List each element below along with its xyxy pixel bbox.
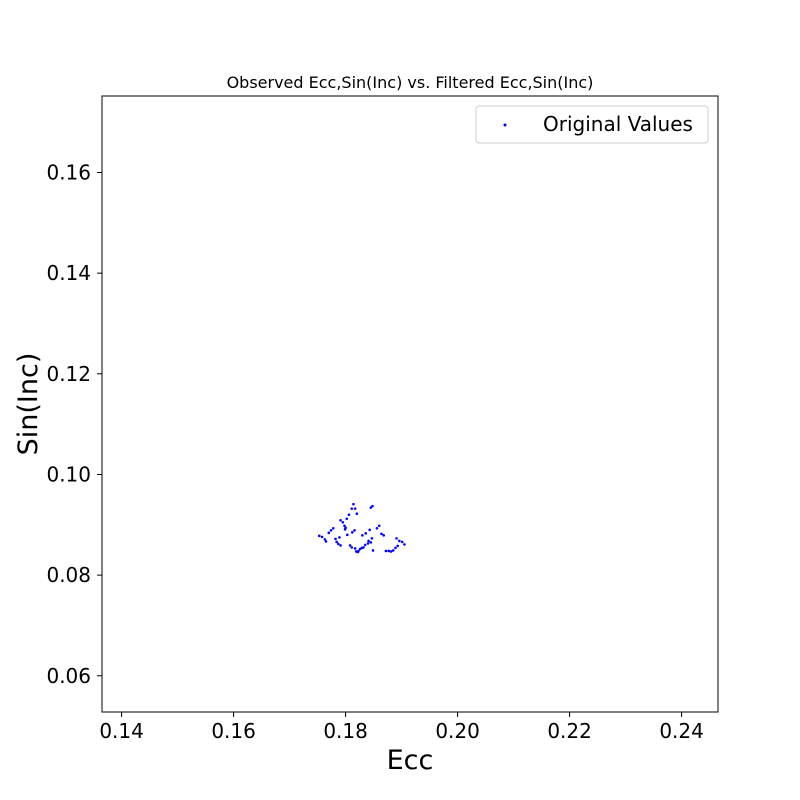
data-point xyxy=(380,532,383,536)
data-point xyxy=(355,512,359,516)
data-point xyxy=(350,546,354,549)
data-point xyxy=(370,537,374,540)
data-point xyxy=(347,513,351,517)
x-tick-label: 0.22 xyxy=(547,719,592,743)
data-point xyxy=(361,534,364,537)
data-point xyxy=(320,535,324,539)
data-point xyxy=(357,549,360,553)
chart-title: Observed Ecc,Sin(Inc) vs. Filtered Ecc,S… xyxy=(227,73,594,92)
data-point xyxy=(368,528,371,532)
data-points xyxy=(317,502,406,554)
x-tick-label: 0.14 xyxy=(99,719,144,743)
data-point xyxy=(362,546,365,549)
data-point xyxy=(350,507,354,510)
x-tick-label: 0.20 xyxy=(435,719,480,743)
y-axis-label: Sin(Inc) xyxy=(13,353,44,456)
x-tick-label: 0.18 xyxy=(323,719,368,743)
legend: Original Values xyxy=(475,105,709,144)
data-point xyxy=(348,544,352,547)
data-point xyxy=(344,526,347,530)
data-point xyxy=(317,534,321,538)
data-point xyxy=(337,542,340,546)
legend-label: Original Values xyxy=(543,112,693,136)
data-point xyxy=(338,536,341,539)
data-point xyxy=(364,532,368,535)
legend-marker xyxy=(503,123,507,127)
x-tick-label: 0.24 xyxy=(659,719,704,743)
data-point xyxy=(371,504,374,508)
data-point xyxy=(394,546,397,550)
data-point xyxy=(387,549,391,553)
data-point xyxy=(377,524,381,528)
data-point xyxy=(353,547,357,550)
data-point xyxy=(339,518,342,522)
data-point xyxy=(353,507,357,510)
legend-box xyxy=(475,105,709,144)
data-point xyxy=(371,549,375,552)
x-axis-label: Ecc xyxy=(387,745,434,776)
data-point xyxy=(369,541,373,544)
data-point xyxy=(329,529,333,532)
data-point xyxy=(367,539,370,543)
data-point xyxy=(400,540,404,544)
data-point xyxy=(396,544,399,548)
x-axis-ticks: 0.14 0.16 0.18 0.20 0.22 0.24 xyxy=(99,712,704,743)
data-point xyxy=(403,543,406,546)
data-point xyxy=(341,520,345,524)
data-point xyxy=(334,537,337,541)
y-tick-label: 0.06 xyxy=(46,664,91,688)
data-point xyxy=(324,540,328,543)
data-point xyxy=(384,549,388,553)
data-point xyxy=(398,539,401,543)
data-point xyxy=(327,531,331,535)
data-point xyxy=(345,533,349,537)
y-tick-label: 0.12 xyxy=(46,362,91,386)
plot-frame xyxy=(101,95,719,713)
data-point xyxy=(395,537,398,540)
y-tick-label: 0.14 xyxy=(46,261,91,285)
data-point xyxy=(345,517,349,521)
data-point xyxy=(331,527,335,530)
data-point xyxy=(323,538,327,541)
data-point xyxy=(369,506,373,509)
data-point xyxy=(389,550,393,553)
data-point xyxy=(382,534,385,537)
data-point xyxy=(339,544,342,547)
y-tick-label: 0.08 xyxy=(46,563,91,587)
data-point xyxy=(366,542,370,545)
data-point xyxy=(343,524,346,528)
data-point xyxy=(363,543,367,547)
data-point xyxy=(375,527,379,530)
x-tick-label: 0.16 xyxy=(211,719,256,743)
y-tick-label: 0.16 xyxy=(46,160,91,184)
data-point xyxy=(353,529,356,532)
y-axis-ticks: 0.06 0.08 0.10 0.12 0.14 0.16 xyxy=(46,160,102,688)
data-point xyxy=(391,549,395,552)
data-point xyxy=(351,531,354,534)
data-point xyxy=(335,540,338,544)
data-point xyxy=(352,502,355,506)
y-tick-label: 0.10 xyxy=(46,462,91,486)
